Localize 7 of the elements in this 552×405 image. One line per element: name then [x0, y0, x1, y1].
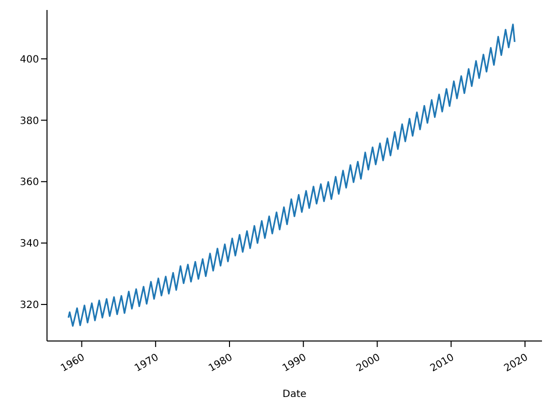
y-tick-label: 360 — [20, 177, 39, 188]
y-tick-label: 400 — [20, 54, 39, 66]
y-tick-label: 380 — [20, 116, 39, 127]
y-tick-label: 340 — [20, 238, 39, 250]
line-series — [68, 24, 516, 327]
x-axis-title: Date — [282, 389, 306, 400]
y-tick-label: 320 — [20, 300, 39, 312]
